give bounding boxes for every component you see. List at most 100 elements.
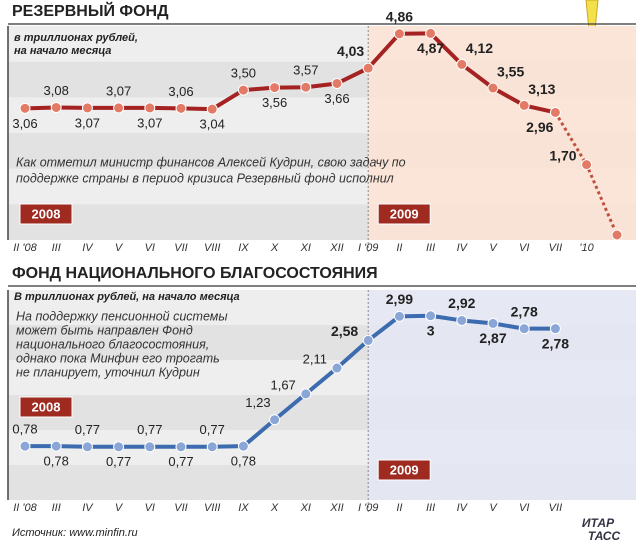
year-tag: 2008 bbox=[32, 399, 61, 414]
marker bbox=[50, 101, 62, 113]
value-label: 2,87 bbox=[479, 330, 506, 346]
value-label: 3,06 bbox=[168, 84, 193, 99]
x-tick-label: V bbox=[489, 502, 498, 514]
x-tick-label: II bbox=[396, 242, 402, 254]
x-tick-label: '10 bbox=[579, 242, 594, 254]
x-tick-label: XII bbox=[329, 502, 343, 514]
annotation: поддержке страны в период кризиса Резерв… bbox=[16, 171, 394, 185]
year-tag-bg bbox=[377, 203, 431, 225]
x-tick-label: IV bbox=[457, 242, 469, 254]
marker bbox=[269, 82, 281, 94]
x-tick-label: IV bbox=[82, 242, 94, 254]
value-label: 2,58 bbox=[331, 323, 358, 339]
x-tick-label: I '09 bbox=[358, 242, 378, 254]
value-label: 0,77 bbox=[106, 454, 131, 469]
chart-title: ФОНД НАЦИОНАЛЬНОГО БЛАГОСОСТОЯНИЯ bbox=[12, 265, 378, 282]
logo: ИТАР bbox=[582, 516, 615, 530]
marker bbox=[113, 441, 125, 453]
chart-subtitle: на начало месяца bbox=[14, 45, 111, 57]
value-label: 1,23 bbox=[245, 395, 270, 410]
x-tick-label: VIII bbox=[204, 502, 221, 514]
value-label: 3,04 bbox=[200, 117, 225, 132]
year-tag: 2009 bbox=[390, 206, 419, 221]
marker bbox=[206, 103, 218, 115]
value-label: 1,70 bbox=[549, 147, 576, 163]
x-tick-label: VII bbox=[174, 502, 187, 514]
marker bbox=[518, 323, 530, 335]
marker bbox=[487, 317, 499, 329]
value-label: 4,12 bbox=[466, 40, 493, 56]
source: Источник: www.minfin.ru bbox=[12, 527, 138, 539]
x-tick-label: IX bbox=[238, 242, 249, 254]
value-label: 0,78 bbox=[12, 422, 37, 437]
annotation: национального благосостояния, bbox=[16, 337, 209, 351]
x-tick-label: II bbox=[396, 502, 402, 514]
x-tick-label: V bbox=[115, 242, 124, 254]
marker bbox=[549, 323, 561, 335]
value-label: 2,99 bbox=[386, 291, 413, 307]
x-tick-label: XII bbox=[329, 242, 343, 254]
marker bbox=[362, 62, 374, 74]
year-tag-bg bbox=[19, 396, 73, 418]
charts: РЕЗЕРВНЫЙ ФОНД в триллионах рублей,на нач… bbox=[7, 1, 636, 514]
marker bbox=[206, 441, 218, 453]
x-tick-label: V bbox=[489, 242, 498, 254]
marker bbox=[425, 310, 437, 322]
value-label: 3 bbox=[427, 322, 435, 338]
marker bbox=[362, 334, 374, 346]
marker bbox=[456, 58, 468, 70]
value-label: 2,11 bbox=[303, 351, 327, 366]
annotation: однако пока Минфин его трогать bbox=[16, 351, 220, 365]
value-label: 3,56 bbox=[262, 95, 287, 110]
marker bbox=[19, 102, 31, 114]
annotation: не планирует, уточнил Кудрин bbox=[16, 365, 200, 379]
marker bbox=[175, 102, 187, 114]
x-tick-label: X bbox=[270, 502, 279, 514]
x-tick-label: X bbox=[270, 242, 279, 254]
marker bbox=[81, 441, 93, 453]
x-tick-label: VII bbox=[549, 502, 562, 514]
year-tag: 2009 bbox=[390, 462, 419, 477]
annotation: На поддержку пенсионной системы bbox=[16, 309, 228, 323]
x-tick-label: V bbox=[115, 502, 124, 514]
marker bbox=[611, 229, 623, 241]
value-label: 4,86 bbox=[386, 8, 413, 24]
x-tick-label: IV bbox=[457, 502, 469, 514]
chart-subtitle: В триллионах рублей, на начало месяца bbox=[14, 291, 240, 303]
x-tick-label: III bbox=[52, 502, 61, 514]
marker bbox=[393, 310, 405, 322]
value-label: 3,55 bbox=[497, 64, 524, 80]
marker bbox=[237, 440, 249, 452]
marker bbox=[50, 440, 62, 452]
marker bbox=[113, 102, 125, 114]
x-tick-label: VI bbox=[519, 502, 529, 514]
value-label: 0,78 bbox=[231, 454, 256, 469]
marker bbox=[81, 102, 93, 114]
x-tick-label: IV bbox=[82, 502, 94, 514]
x-tick-label: VI bbox=[519, 242, 529, 254]
marker bbox=[487, 82, 499, 94]
value-label: 3,07 bbox=[137, 115, 162, 130]
value-label: 3,08 bbox=[44, 83, 69, 98]
value-label: 2,96 bbox=[526, 119, 553, 135]
marker bbox=[549, 106, 561, 118]
x-tick-label: VII bbox=[174, 242, 187, 254]
marker bbox=[269, 414, 281, 426]
annotation: Как отметил министр финансов Алексей Куд… bbox=[16, 155, 406, 169]
value-label: 3,07 bbox=[75, 115, 100, 130]
marker bbox=[331, 77, 343, 89]
marker bbox=[300, 388, 312, 400]
x-tick-label: VII bbox=[549, 242, 562, 254]
x-tick-label: I '09 bbox=[358, 502, 378, 514]
value-label: 0,78 bbox=[44, 454, 69, 469]
chart-subtitle: в триллионах рублей, bbox=[14, 32, 138, 44]
x-tick-label: III bbox=[426, 502, 435, 514]
marker bbox=[175, 441, 187, 453]
value-label: 3,57 bbox=[293, 63, 318, 78]
marker bbox=[456, 314, 468, 326]
marker bbox=[425, 27, 437, 39]
x-tick-label: VI bbox=[145, 242, 155, 254]
value-label: 2,78 bbox=[542, 335, 569, 351]
annotation: может быть направлен Фонд bbox=[16, 323, 193, 337]
marker bbox=[19, 440, 31, 452]
